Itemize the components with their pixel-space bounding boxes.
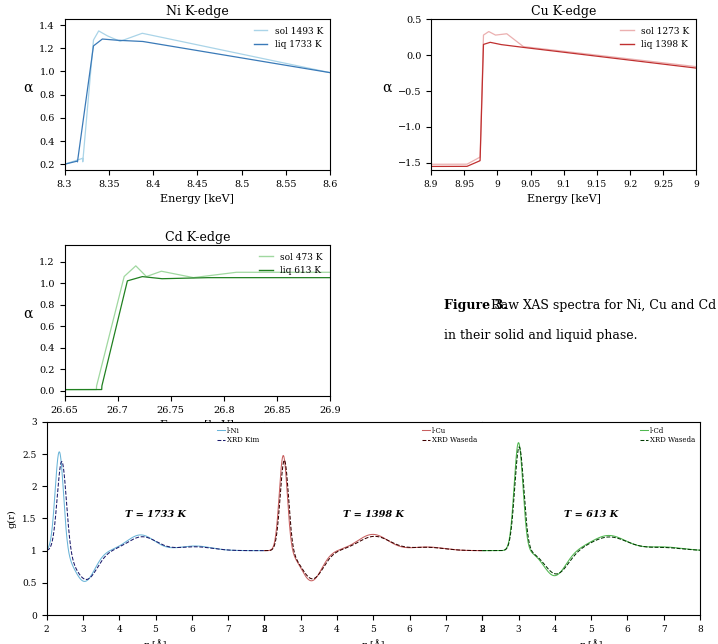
- X-axis label: r [Å]: r [Å]: [362, 639, 385, 644]
- Text: Raw XAS spectra for Ni, Cu and Cd: Raw XAS spectra for Ni, Cu and Cd: [487, 299, 716, 312]
- Y-axis label: g(r): g(r): [8, 509, 17, 528]
- Title: Cu K-edge: Cu K-edge: [531, 5, 597, 18]
- X-axis label: Energy [keV]: Energy [keV]: [160, 421, 234, 430]
- Legend: sol 1493 K, liq 1733 K: sol 1493 K, liq 1733 K: [251, 24, 325, 52]
- Y-axis label: α: α: [24, 307, 33, 321]
- X-axis label: Energy [keV]: Energy [keV]: [527, 194, 601, 204]
- Text: in their solid and liquid phase.: in their solid and liquid phase.: [444, 329, 638, 342]
- X-axis label: Energy [keV]: Energy [keV]: [160, 194, 234, 204]
- X-axis label: r [Å]: r [Å]: [580, 639, 602, 644]
- Legend: sol 473 K, liq 613 K: sol 473 K, liq 613 K: [257, 250, 325, 278]
- Legend: l-Cd, XRD Waseda: l-Cd, XRD Waseda: [638, 425, 696, 446]
- Title: Ni K-edge: Ni K-edge: [166, 5, 229, 18]
- X-axis label: r [Å]: r [Å]: [144, 639, 167, 644]
- Legend: sol 1273 K, liq 1398 K: sol 1273 K, liq 1398 K: [617, 24, 692, 52]
- Legend: l-Cu, XRD Waseda: l-Cu, XRD Waseda: [420, 425, 479, 446]
- Text: Figure 3.: Figure 3.: [444, 299, 508, 312]
- Text: T = 613 K: T = 613 K: [564, 510, 618, 519]
- Text: T = 1733 K: T = 1733 K: [125, 510, 186, 519]
- Legend: l-Ni, XRD Kim: l-Ni, XRD Kim: [215, 425, 261, 446]
- Y-axis label: α: α: [382, 80, 391, 95]
- Title: Cd K-edge: Cd K-edge: [164, 231, 230, 244]
- Y-axis label: α: α: [24, 80, 33, 95]
- Text: T = 1398 K: T = 1398 K: [343, 510, 404, 519]
